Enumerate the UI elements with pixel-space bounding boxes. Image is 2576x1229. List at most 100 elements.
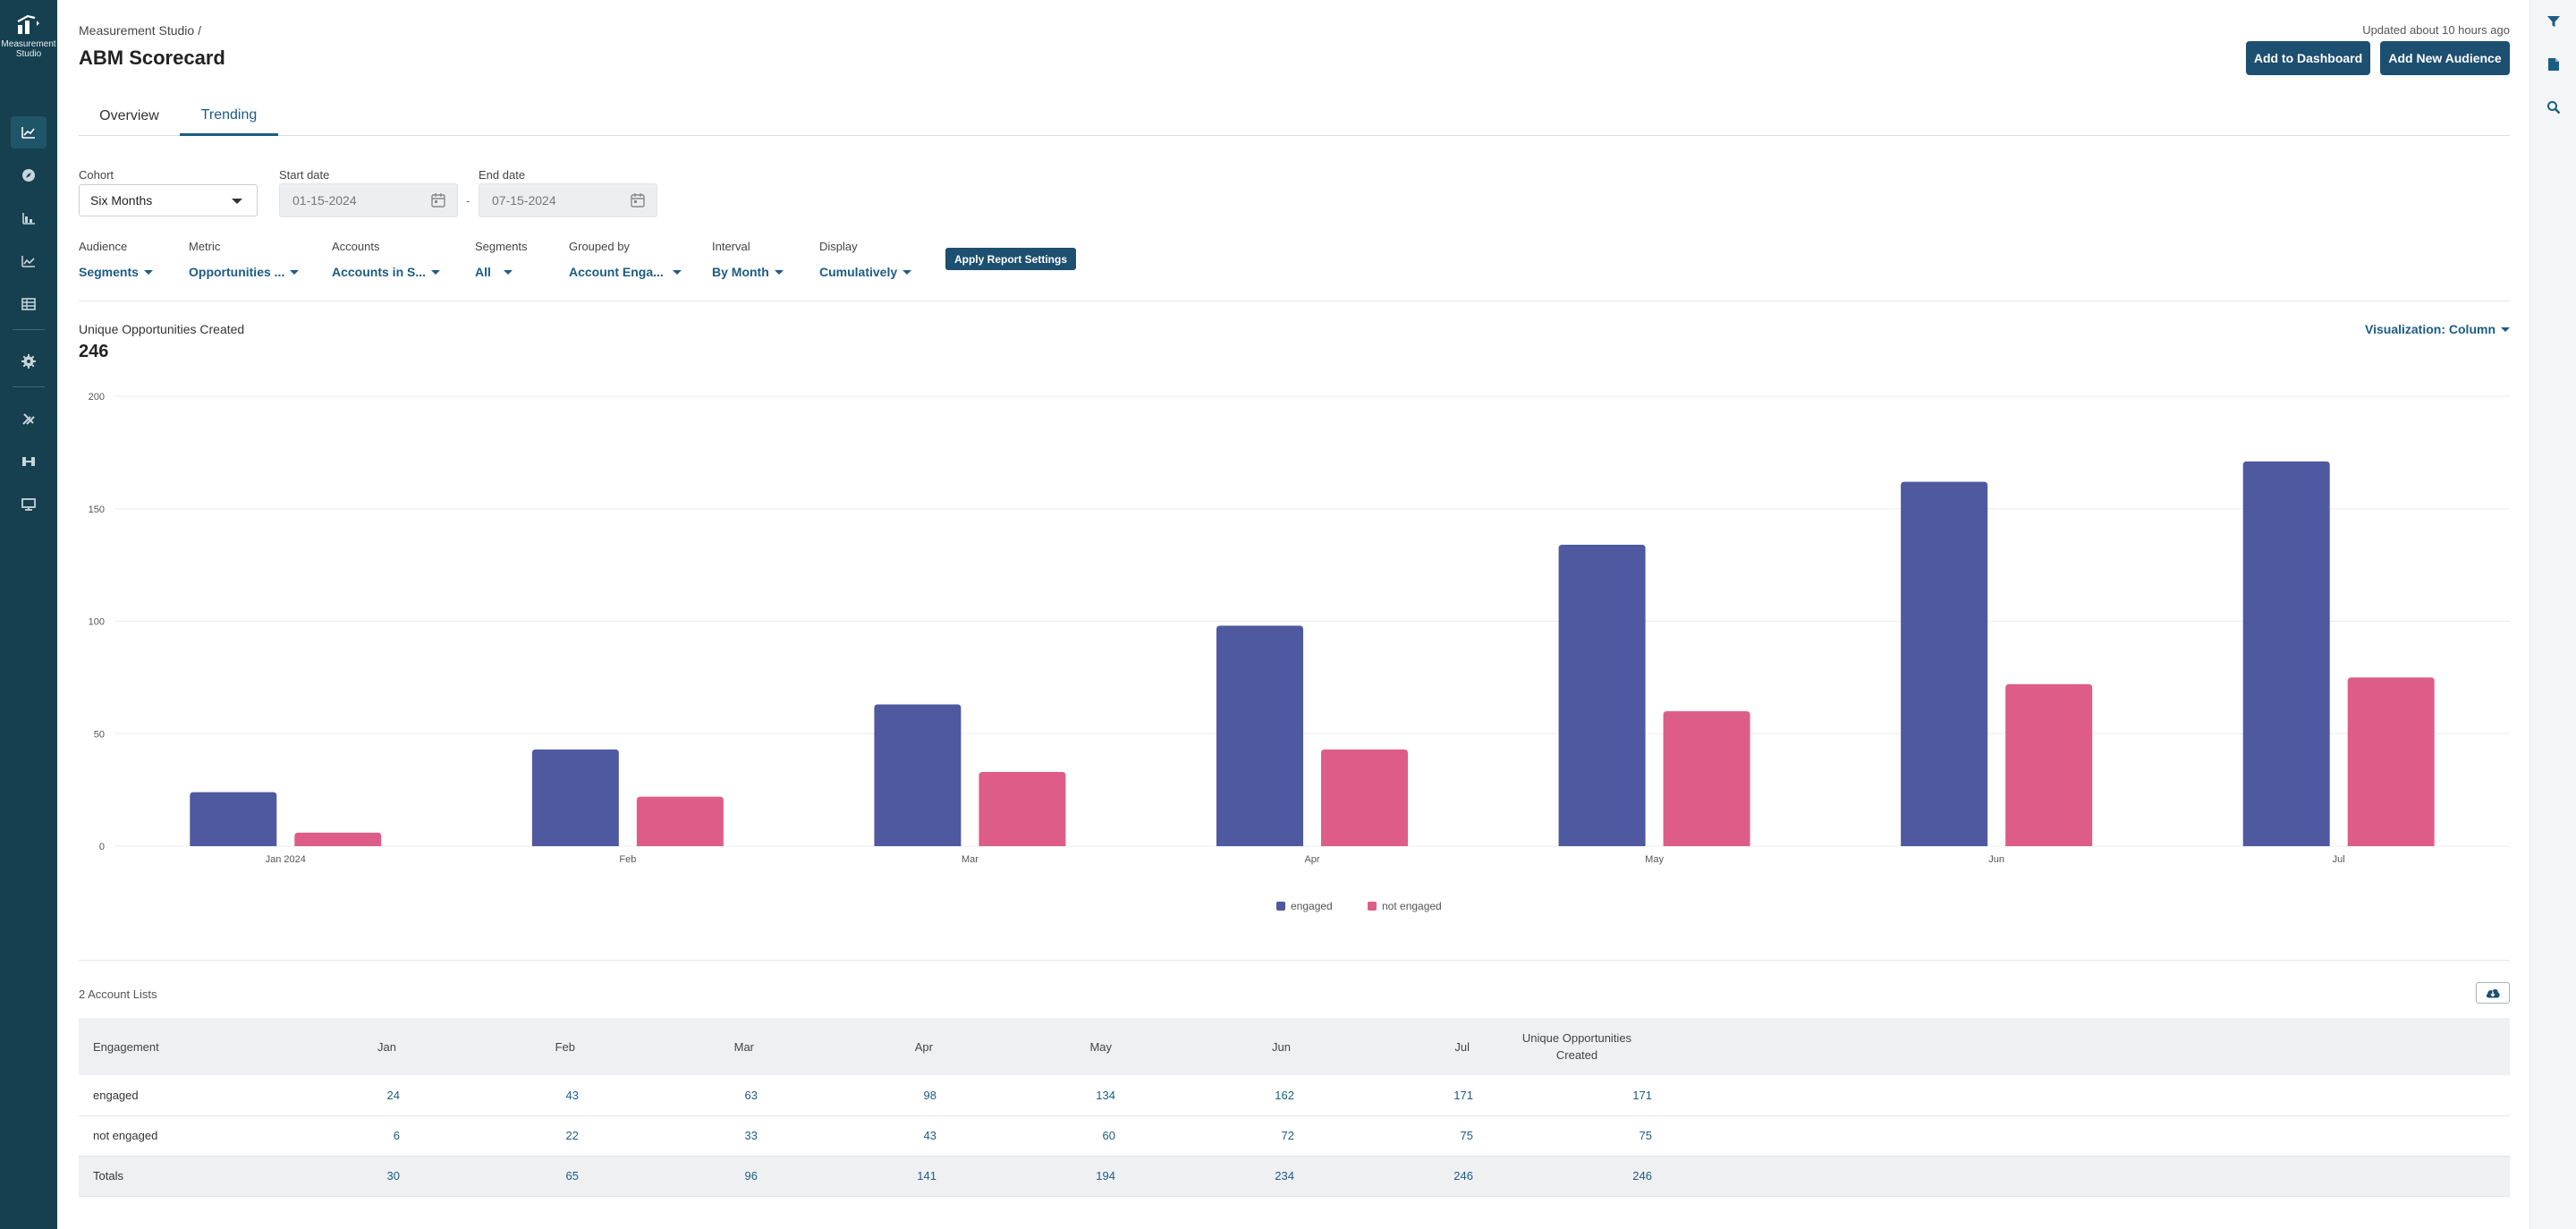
grouped-by-label: Grouped by [569, 240, 630, 253]
table-cell[interactable]: 22 [565, 1129, 579, 1142]
bar-engaged [531, 749, 619, 846]
table-row: engaged 24 43 63 98 134 162 171 171 [79, 1075, 2510, 1115]
nav-compass-icon[interactable] [11, 159, 47, 191]
x-tick-label: Jan 2024 [266, 854, 306, 865]
document-icon[interactable] [2543, 54, 2564, 75]
table-cell[interactable]: 246 [1632, 1169, 1652, 1182]
table-cell[interactable]: 75 [1639, 1129, 1652, 1142]
download-button[interactable] [2476, 982, 2510, 1004]
table-cell[interactable]: 33 [744, 1129, 758, 1142]
bar-engaged [1901, 481, 1988, 846]
col-jan[interactable]: Jan [377, 1039, 396, 1054]
app-logo[interactable]: Measurement Studio [0, 13, 57, 59]
updated-timestamp: Updated about 10 hours ago [2362, 23, 2510, 37]
visualization-dropdown[interactable]: Visualization: Column [2365, 322, 2510, 336]
divider [79, 960, 2510, 961]
filter-icon[interactable] [2543, 11, 2564, 32]
table-row: not engaged 6 22 33 43 60 72 75 75 [79, 1115, 2510, 1156]
metric-total: 246 [79, 342, 109, 361]
interval-dropdown[interactable]: By Month [712, 265, 784, 279]
table-cell[interactable]: 30 [386, 1169, 400, 1182]
nav-line-chart-icon[interactable] [11, 245, 47, 277]
table-cell[interactable]: 72 [1281, 1129, 1294, 1142]
table-cell[interactable]: 24 [386, 1088, 400, 1102]
tab-overview[interactable]: Overview [99, 108, 159, 123]
table-cell[interactable]: 98 [923, 1088, 936, 1102]
nav-integration-icon[interactable] [11, 445, 47, 478]
y-tick-label: 200 [89, 392, 105, 403]
bar-not-engaged [1321, 749, 1408, 846]
col-feb[interactable]: Feb [555, 1039, 575, 1054]
nav-settings-icon[interactable] [11, 345, 47, 377]
table-cell[interactable]: 6 [393, 1129, 400, 1142]
nav-bar-chart-icon[interactable] [11, 202, 47, 234]
tab-trending[interactable]: Trending [180, 97, 278, 136]
y-tick-label: 50 [94, 729, 105, 740]
breadcrumb[interactable]: Measurement Studio / [79, 23, 201, 38]
legend-swatch [1276, 902, 1285, 911]
bar-not-engaged [1663, 711, 1750, 846]
add-to-dashboard-button[interactable]: Add to Dashboard [2246, 41, 2370, 75]
table-cell[interactable]: 65 [565, 1169, 579, 1182]
segments-dropdown[interactable]: All [475, 265, 513, 279]
grouped-by-value: Account Enga... [569, 265, 664, 279]
start-date-label: Start date [279, 168, 330, 182]
table-cell[interactable]: 75 [1460, 1129, 1473, 1142]
search-icon[interactable] [2543, 97, 2564, 118]
table-cell[interactable]: 134 [1096, 1088, 1115, 1102]
col-may[interactable]: May [1089, 1039, 1112, 1054]
cohort-select[interactable]: Six Months [79, 184, 258, 216]
metric-dropdown[interactable]: Opportunities ... [189, 265, 300, 279]
col-apr[interactable]: Apr [914, 1039, 933, 1054]
apply-report-settings-button[interactable]: Apply Report Settings [945, 248, 1076, 270]
table-cell[interactable]: 246 [1453, 1169, 1473, 1182]
account-lists-count: 2 Account Lists [79, 987, 157, 1001]
col-unique-opportunities[interactable]: Unique Opportunities Created [1487, 1018, 1666, 1075]
table-cell[interactable]: 43 [923, 1129, 936, 1142]
end-date-input[interactable]: 07-15-2024 [479, 183, 657, 217]
start-date-input[interactable]: 01-15-2024 [279, 183, 458, 217]
accounts-dropdown[interactable]: Accounts in S... [332, 265, 441, 279]
page-title: ABM Scorecard [79, 47, 225, 69]
table-cell[interactable]: 60 [1102, 1129, 1115, 1142]
table-cell[interactable]: 43 [565, 1088, 579, 1102]
table-cell[interactable]: 96 [744, 1169, 758, 1182]
metric-title: Unique Opportunities Created [79, 322, 245, 336]
table-cell[interactable]: 234 [1275, 1169, 1294, 1182]
grouped-by-dropdown[interactable]: Account Enga... [569, 265, 682, 279]
account-lists-table: Engagement Jan Feb Mar Apr May Jun Jul U… [79, 1018, 2510, 1197]
col-jul[interactable]: Jul [1454, 1039, 1470, 1054]
caret-down-icon [431, 269, 441, 275]
col-mar[interactable]: Mar [733, 1039, 754, 1054]
display-dropdown[interactable]: Cumulatively [819, 265, 912, 279]
col-engagement[interactable]: Engagement [93, 1039, 159, 1054]
tab-bar: Overview Trending [79, 97, 2510, 136]
nav-trending-icon[interactable] [11, 116, 47, 148]
table-cell[interactable]: 63 [744, 1088, 758, 1102]
audience-dropdown[interactable]: Segments [79, 265, 153, 279]
row-label: engaged [93, 1088, 139, 1102]
end-date-label: End date [479, 168, 526, 182]
col-jun[interactable]: Jun [1272, 1039, 1291, 1054]
segments-label: Segments [475, 240, 528, 253]
y-tick-label: 100 [89, 617, 105, 628]
visualization-value: Visualization: Column [2365, 322, 2496, 336]
table-cell[interactable]: 141 [917, 1169, 936, 1182]
cloud-download-icon [2486, 988, 2500, 998]
totals-row: Totals 30 65 96 141 194 234 246 246 [79, 1156, 2510, 1196]
audience-value: Segments [79, 265, 139, 279]
bar-not-engaged [636, 796, 724, 846]
table-cell[interactable]: 162 [1275, 1088, 1294, 1102]
segments-value: All [475, 265, 491, 279]
table-cell[interactable]: 194 [1096, 1169, 1115, 1182]
caret-down-icon [774, 269, 784, 275]
nav-monitor-icon[interactable] [11, 488, 47, 521]
table-cell[interactable]: 171 [1632, 1088, 1652, 1102]
nav-table-icon[interactable] [11, 288, 47, 320]
right-rail [2529, 0, 2576, 1229]
x-tick-label: Jun [1988, 854, 2004, 865]
bar-engaged [190, 792, 277, 846]
add-new-audience-button[interactable]: Add New Audience [2380, 41, 2510, 75]
table-cell[interactable]: 171 [1453, 1088, 1473, 1102]
nav-tools-icon[interactable] [11, 403, 47, 435]
